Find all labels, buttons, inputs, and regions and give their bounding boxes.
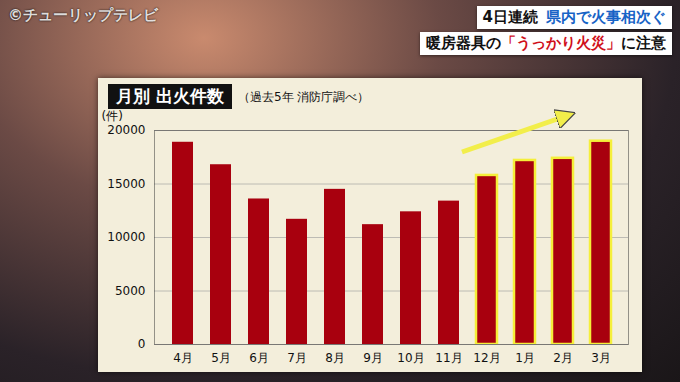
html-text:©チューリップテレビ: ©チューリップテレビ xyxy=(8,6,158,24)
html-text:県内で火事相次ぐ: 県内で火事相次ぐ xyxy=(546,8,666,26)
html-text:（過去5年 消防庁調べ）: （過去5年 消防庁調べ） xyxy=(237,90,370,104)
svg-text:4月: 4月 xyxy=(173,351,193,365)
html-text:月別 出火件数: 月別 出火件数 xyxy=(116,86,224,106)
svg-text:5000: 5000 xyxy=(115,284,146,298)
svg-text:3月: 3月 xyxy=(591,351,611,365)
svg-text:10月: 10月 xyxy=(397,351,424,365)
svg-text:0: 0 xyxy=(138,337,146,351)
svg-text:8月: 8月 xyxy=(325,351,345,365)
svg-text:7月: 7月 xyxy=(287,351,307,365)
svg-text:11月: 11月 xyxy=(435,351,462,365)
svg-text:2月: 2月 xyxy=(553,351,573,365)
html-text:4日連続: 4日連続 xyxy=(482,8,538,26)
svg-text:(件): (件) xyxy=(102,109,123,123)
svg-text:15000: 15000 xyxy=(107,177,145,191)
svg-text:1月: 1月 xyxy=(515,351,535,365)
html-text:暖房器具の「うっかり火災」に注意: 暖房器具の「うっかり火災」に注意 xyxy=(426,34,666,52)
svg-text:5月: 5月 xyxy=(211,351,231,365)
svg-text:6月: 6月 xyxy=(249,351,269,365)
svg-text:10000: 10000 xyxy=(107,230,145,244)
svg-text:12月: 12月 xyxy=(473,351,500,365)
svg-text:20000: 20000 xyxy=(107,123,145,137)
svg-text:9月: 9月 xyxy=(363,351,383,365)
